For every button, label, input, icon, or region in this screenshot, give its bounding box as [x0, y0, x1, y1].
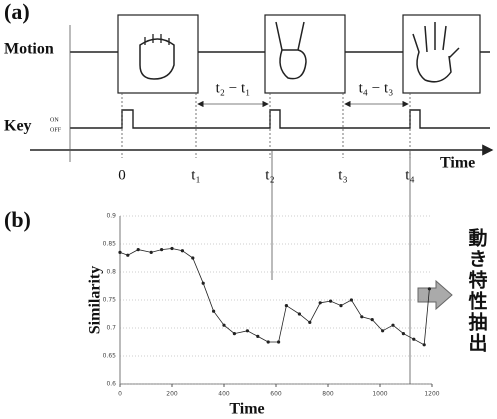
data-point: [267, 340, 270, 343]
time-mark: t₄: [405, 167, 414, 183]
side-label: 動き特性抽出: [466, 228, 488, 354]
key-state: ON: [50, 117, 59, 123]
arrow-icon: [418, 281, 452, 309]
time-guides: [122, 93, 410, 158]
data-point: [285, 304, 288, 307]
x-tick-label: 600: [270, 391, 282, 398]
time-mark: 0: [118, 167, 126, 183]
key-state: OFF: [50, 127, 62, 133]
y-tick-label: 0.75: [103, 297, 117, 304]
data-point: [118, 251, 121, 254]
data-point: [126, 254, 129, 257]
data-point: [202, 282, 205, 285]
row-label: Motion: [4, 41, 54, 58]
data-point: [329, 300, 332, 303]
data-point: [191, 256, 194, 259]
x-tick-label: 200: [166, 391, 178, 398]
data-point: [298, 312, 301, 315]
y-tick-label: 0.6: [106, 381, 116, 388]
data-point: [391, 324, 394, 327]
data-point: [423, 343, 426, 346]
data-point: [150, 251, 153, 254]
data-point: [428, 287, 431, 290]
interval-label: t₄ − t₃: [359, 80, 394, 96]
x-tick-label: 400: [218, 391, 230, 398]
data-point: [402, 332, 405, 335]
figure: (a) Motion Key ON OFF t₂ − t₁ t₄ − t₃ Ti…: [0, 0, 497, 419]
y-tick-label: 0.9: [106, 213, 116, 220]
data-point: [360, 315, 363, 318]
x-tick-label: 800: [322, 391, 334, 398]
y-tick-label: 0.7: [106, 325, 116, 332]
y-tick-label: 0.85: [103, 241, 117, 248]
time-mark: t₃: [338, 167, 347, 183]
time-mark: t₁: [191, 167, 200, 183]
data-point: [160, 248, 163, 251]
data-point: [246, 329, 249, 332]
y-tick-label: 0.65: [103, 353, 117, 360]
x-tick-label: 0: [118, 391, 122, 398]
motion-frames: [118, 15, 480, 93]
interval-label: t₂ − t₁: [216, 80, 251, 96]
data-point: [222, 324, 225, 327]
data-point: [137, 248, 140, 251]
data-point: [181, 249, 184, 252]
data-point: [412, 338, 415, 341]
data-point: [319, 301, 322, 304]
data-point: [170, 247, 173, 250]
x-tick-label: 1000: [372, 391, 387, 398]
x-tick-label: 1200: [424, 391, 439, 398]
row-label: Key: [4, 118, 32, 135]
key-signal: [70, 110, 490, 128]
data-point: [308, 321, 311, 324]
data-point: [339, 304, 342, 307]
panel-label: (b): [4, 207, 31, 232]
axis-title: Time: [440, 155, 475, 172]
data-point: [371, 318, 374, 321]
panel-label: (a): [4, 0, 30, 24]
data-point: [256, 335, 259, 338]
data-point: [350, 298, 353, 301]
y-axis-title: Similarity: [87, 266, 104, 334]
y-tick-label: 0.8: [106, 269, 116, 276]
time-mark: t₂: [265, 167, 274, 183]
data-point: [381, 329, 384, 332]
x-axis-title: Time: [229, 401, 264, 418]
data-point: [212, 310, 215, 313]
data-point: [277, 340, 280, 343]
data-point: [233, 332, 236, 335]
